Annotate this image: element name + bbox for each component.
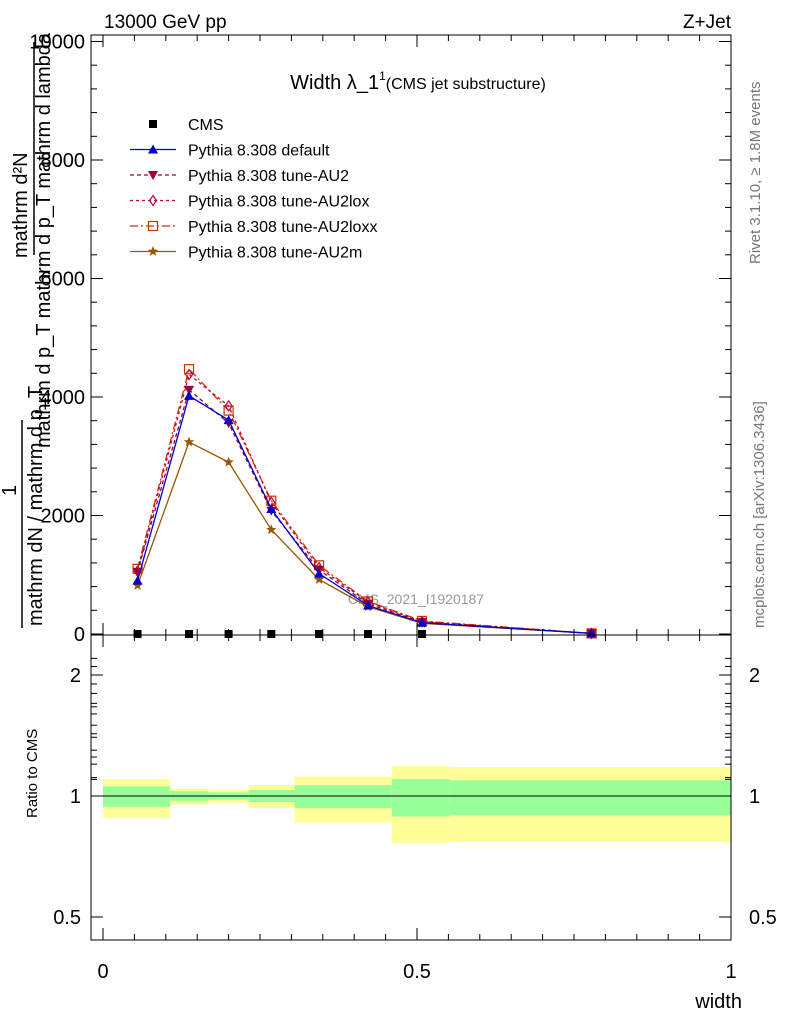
y-tick-label: 4000 (41, 387, 86, 409)
plot-title: Width λ_11(CMS jet substructure) (290, 69, 546, 94)
ratio-y-axis: 0.5 0.5 1 1 2 2 (53, 657, 777, 929)
y-tick-label: 0 (74, 624, 85, 646)
series-1-point (417, 617, 428, 627)
series-line-2 (136, 388, 592, 635)
series-0-point (364, 630, 373, 638)
ratio-plot: 0.5 0.51 12 2 0 0.5 1 Ratio to CMS width (24, 634, 777, 1013)
main-series-layer (132, 364, 597, 640)
series-1-point (184, 390, 195, 400)
series-0-point (315, 630, 324, 638)
ratio-y-tick-label-right: 0.5 (749, 907, 777, 929)
band-inner-5 (391, 779, 450, 817)
series-0-point (267, 630, 276, 638)
mcplots-label: mcplots.cern.ch [arXiv:1306.3436] (751, 401, 768, 628)
plot-title-main: Width λ_1 (290, 72, 379, 94)
series-5-point (266, 524, 277, 535)
ratio-y-tick-label: 2 (70, 665, 81, 687)
legend-marker-2 (148, 171, 158, 180)
rivet-version-label: Rivet 3.1.10, ≥ 1.8M events (747, 82, 764, 265)
series-5-point (183, 436, 195, 447)
series-line-5 (136, 441, 592, 635)
y-tick-label: 10000 (29, 32, 85, 54)
header-process: 13000 GeV pp (104, 12, 227, 33)
ylabel-bottom-denominator: mathrm dN / mathrm d p_T (25, 386, 47, 626)
x-tick-label: 1 (725, 961, 736, 983)
series-2-point (184, 385, 195, 395)
y-tick-label: 8000 (41, 150, 86, 172)
series-3-point (224, 399, 233, 412)
legend-label-1: Pythia 8.308 default (188, 143, 330, 160)
plot-title-sup: 1 (379, 69, 386, 83)
x-tick-label: 0 (97, 961, 108, 983)
legend: CMS Pythia 8.308 default Pythia 8.308 tune… (130, 117, 377, 262)
band-inner-0 (103, 786, 171, 807)
main-y-axis: 0 2000 4000 6000 8000 10000 (29, 32, 731, 646)
header-channel: Z+Jet (683, 12, 732, 33)
ylabel-top-numerator: mathrm d²N (10, 152, 32, 258)
band-inner-6 (449, 780, 731, 816)
series-1-point (223, 415, 234, 425)
ratio-frame (90, 634, 732, 941)
legend-marker-1 (148, 144, 158, 154)
legend-marker-0 (149, 120, 157, 128)
legend-marker-4 (147, 220, 159, 232)
watermark: CMS_2021_I1920187 (348, 591, 484, 607)
legend-label-2: Pythia 8.308 tune-AU2 (188, 168, 349, 185)
series-5-point (132, 579, 143, 590)
ylabel-bottom-numerator: 1 (0, 485, 21, 496)
ratio-x-axis: 0 0.5 1 (97, 635, 737, 983)
band-inner-4 (294, 785, 392, 809)
y-tick-label: 2000 (41, 506, 86, 528)
series-line-1 (136, 394, 592, 635)
ratio-y-tick-label: 0.5 (53, 907, 81, 929)
legend-label-4: Pythia 8.308 tune-AU2loxx (188, 219, 377, 236)
main-plot: CMS_2021_I1920187 0 2000 4000 6000 8000 10000… (0, 32, 732, 646)
main-y-axis-label: mathrm d²N mathrm d p_T mathrm d p_T mat… (0, 32, 55, 628)
series-5-point (223, 456, 234, 467)
ratio-y-tick-label-right: 1 (749, 786, 760, 808)
plot-title-sub: (CMS jet substructure) (386, 76, 546, 93)
series-0-point (133, 630, 142, 638)
series-1-point (314, 568, 325, 578)
y-tick-label: 6000 (41, 269, 86, 291)
series-3-point (184, 368, 194, 381)
legend-marker-5 (147, 246, 159, 256)
legend-label-0: CMS (188, 117, 224, 134)
series-0-point (185, 630, 194, 638)
series-1-point (363, 600, 374, 610)
series-1-point (266, 503, 277, 513)
ratio-bands (103, 765, 731, 844)
x-tick-label: 0.5 (403, 961, 431, 983)
main-x-ticks (102, 35, 732, 635)
legend-marker-3 (148, 194, 158, 207)
series-0-point (418, 630, 427, 638)
series-1-point (132, 575, 143, 585)
x-axis-label: width (694, 991, 742, 1013)
legend-label-3: Pythia 8.308 tune-AU2lox (188, 194, 369, 211)
series-4-point (183, 364, 195, 375)
series-line-3 (136, 373, 592, 635)
main-frame (90, 34, 732, 636)
ratio-y-tick-label-right: 2 (749, 665, 760, 687)
ratio-y-axis-label: Ratio to CMS (24, 729, 41, 818)
series-line-4 (136, 367, 592, 635)
series-5-point (313, 574, 325, 584)
ylabel-top-denominator: mathrm d p_T mathrm d p_T mathrm d lambd… (33, 32, 55, 448)
ratio-y-tick-label: 1 (70, 786, 81, 808)
legend-label-5: Pythia 8.308 tune-AU2m (188, 245, 362, 262)
